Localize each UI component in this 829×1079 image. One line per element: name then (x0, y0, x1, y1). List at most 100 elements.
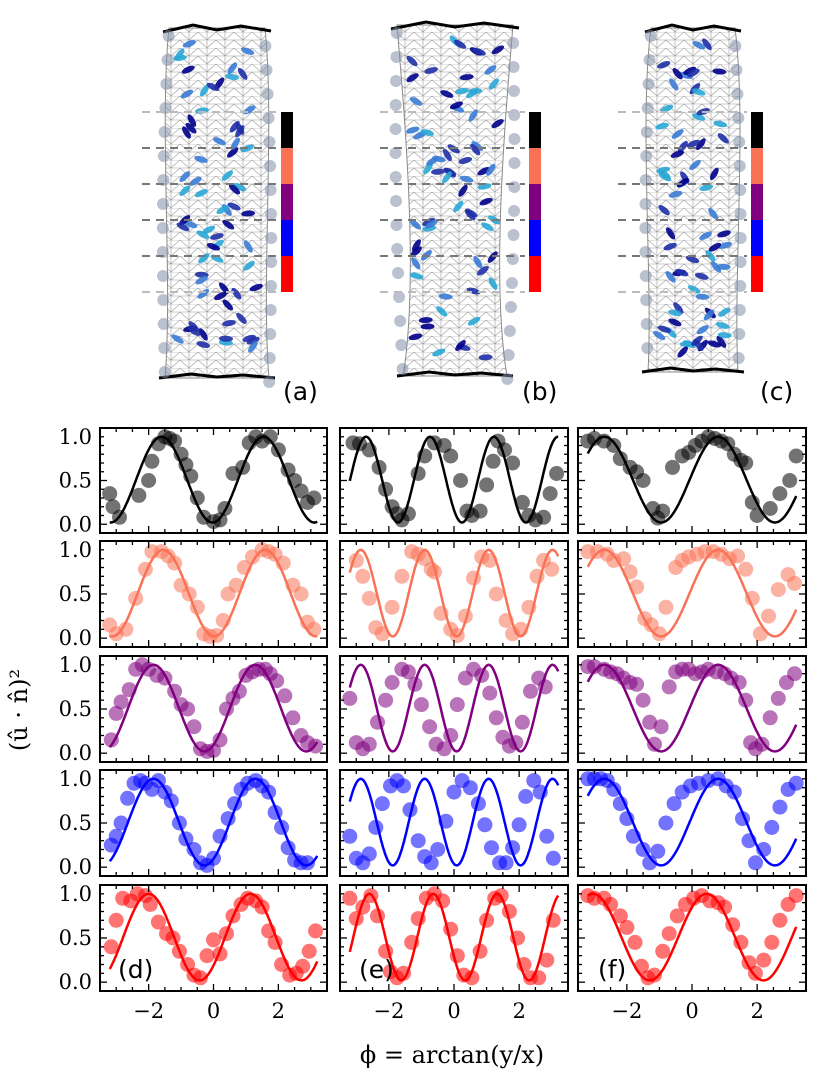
data-point (488, 710, 504, 726)
director-mark (472, 47, 486, 56)
data-point (293, 586, 309, 602)
x-tick-label: −2 (611, 999, 642, 1023)
data-point (518, 789, 534, 804)
data-point (300, 855, 315, 871)
director-mark (695, 138, 706, 151)
data-point (103, 732, 119, 748)
data-point (479, 477, 495, 493)
director-mark (692, 40, 706, 50)
director-mark (484, 65, 497, 75)
edge-bead (640, 318, 653, 330)
fit-curve (109, 548, 318, 638)
data-point (730, 548, 746, 564)
edge-bead (156, 222, 169, 234)
x-tick-label: 2 (272, 999, 285, 1023)
data-point (186, 842, 202, 857)
director-mark (423, 162, 433, 175)
data-point (514, 494, 530, 510)
director-mark (240, 47, 255, 55)
director-mark (707, 340, 722, 348)
edge-bead (162, 30, 175, 42)
data-point (384, 675, 400, 690)
data-point (435, 893, 451, 909)
edge-bead (156, 198, 169, 210)
director-mark (187, 114, 197, 127)
data-point (293, 483, 309, 499)
edge-bead (639, 270, 652, 282)
fit-curve (348, 548, 560, 638)
director-mark (673, 302, 684, 314)
panel-r1-c2 (339, 427, 569, 534)
director-mark (671, 129, 684, 139)
fit-curve (348, 892, 560, 982)
edge-bead (731, 88, 744, 100)
director-mark (718, 241, 732, 249)
fit-curve (108, 892, 319, 982)
edge-bead (734, 184, 747, 196)
data-point (658, 599, 674, 615)
director-mark (179, 171, 191, 182)
edge-bead (265, 232, 278, 244)
edge-bead (502, 349, 515, 361)
data-point (277, 688, 293, 704)
tube-mesh (645, 27, 741, 373)
edge-bead (391, 243, 404, 255)
director-mark (713, 120, 728, 128)
edge-bead (264, 304, 277, 316)
director-mark (202, 225, 216, 234)
director-mark (689, 159, 701, 171)
data-point (113, 815, 129, 831)
director-mark (658, 169, 671, 179)
panel-label-c-text: (c) (760, 377, 793, 406)
data-point (410, 466, 426, 481)
data-point (410, 833, 426, 849)
y-tick-label: 0.0 (59, 512, 92, 536)
director-mark (422, 217, 435, 227)
director-mark (182, 126, 191, 139)
director-mark (455, 340, 466, 351)
director-mark (185, 122, 197, 134)
director-mark (236, 312, 247, 324)
director-mark (180, 89, 194, 99)
edge-bead (263, 136, 276, 148)
data-point (627, 934, 643, 950)
director-mark (491, 119, 504, 129)
director-mark (442, 171, 452, 184)
data-point (545, 850, 561, 866)
director-mark (468, 109, 478, 122)
fit-curve (586, 548, 798, 638)
director-mark (481, 222, 494, 231)
director-mark (425, 219, 438, 229)
x-tick-label: −2 (373, 999, 404, 1023)
director-mark (715, 322, 730, 329)
edge-bead (733, 328, 746, 340)
x-tick-label: 2 (750, 999, 763, 1023)
edge-bead (265, 256, 278, 268)
fit-curve (586, 777, 798, 867)
director-mark (686, 139, 700, 148)
director-mark (195, 275, 208, 285)
director-mark (235, 125, 245, 138)
director-mark (249, 283, 263, 292)
data-point (142, 896, 158, 912)
director-mark (246, 336, 260, 345)
edge-bead (264, 328, 277, 340)
data-point (488, 586, 504, 602)
data-point (306, 490, 322, 506)
panel-r4-c3 (577, 769, 807, 877)
scatter-points (102, 542, 322, 644)
data-point (301, 943, 317, 959)
data-point (472, 503, 488, 519)
director-mark (188, 321, 200, 333)
edge-bead (157, 318, 170, 330)
fit-curve (587, 892, 798, 982)
edge-bead (389, 171, 402, 183)
edge-bead (508, 181, 521, 193)
director-mark (184, 220, 198, 229)
scatter-points (580, 544, 803, 642)
director-mark (709, 167, 719, 181)
data-point (131, 487, 147, 503)
data-point (744, 590, 760, 606)
director-mark (424, 67, 438, 74)
scatter-points (103, 773, 315, 873)
